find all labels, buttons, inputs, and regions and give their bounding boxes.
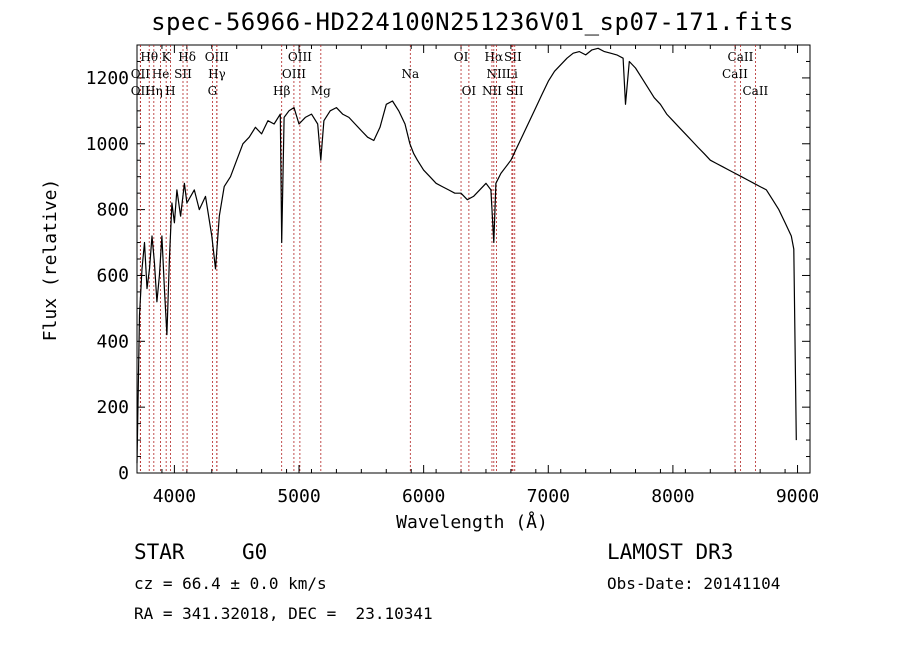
spectral-line-label: OI — [462, 84, 477, 98]
y-tick-label: 0 — [118, 463, 129, 484]
spectral-line-label: Hα — [485, 50, 504, 64]
spectral-line-label: CaII — [742, 84, 768, 98]
x-tick-label: 8000 — [651, 486, 694, 507]
spectral-line-label: Na — [401, 67, 419, 81]
series-group — [136, 47, 797, 464]
x-tick-label: 9000 — [776, 486, 819, 507]
spectral-line-label: H — [165, 84, 175, 98]
object-type: STAR — [134, 540, 185, 564]
spectral-line-label: NII — [486, 67, 506, 81]
x-tick-label: 6000 — [402, 486, 445, 507]
spectral-line-label: Hθ — [140, 50, 158, 64]
spectral-line-label: Li — [506, 67, 518, 81]
x-tick-label: 4000 — [153, 486, 196, 507]
spectral-line-label: Mg — [311, 84, 331, 98]
spectral-line-label: G — [208, 84, 218, 98]
chart-axes: 4000 5000 6000 7000 8000 9000 0 200 400 600 800 100… — [86, 44, 819, 507]
observation-date: Obs-Date: 20141104 — [607, 574, 781, 593]
spectral-line-label: K — [162, 50, 172, 64]
redshift-velocity: cz = 66.4 ± 0.0 km/s — [134, 574, 327, 593]
y-tick-label: 1200 — [86, 68, 129, 89]
y-tick-label: 600 — [96, 265, 129, 286]
y-axis-label: Flux (relative) — [40, 179, 61, 342]
spectral-line-label: OIII — [288, 50, 312, 64]
spectral-line-label: Hη — [145, 84, 163, 98]
spectrum-series-line — [136, 47, 797, 464]
spectral-line-label: He — [152, 67, 170, 81]
spectral-subclass: G0 — [242, 540, 268, 564]
y-tick-label: 800 — [96, 200, 129, 221]
spectral-line-label: Hδ — [178, 50, 196, 64]
spectral-line-label: SII — [506, 84, 524, 98]
page-title: spec-56966-HD224100N251236V01_sp07-171.f… — [151, 8, 794, 36]
spectral-line-label: OIII — [282, 67, 306, 81]
y-tick-label: 400 — [96, 331, 129, 352]
x-axis-label: Wavelength (Å) — [396, 511, 548, 533]
y-tick-label: 1000 — [86, 134, 129, 155]
spectral-line-label: Hγ — [208, 67, 226, 81]
survey-name: LAMOST DR3 — [607, 540, 734, 564]
spectral-line-label: CaII — [722, 67, 748, 81]
spectral-line-label: SII — [504, 50, 522, 64]
spectral-line-label: OI — [454, 50, 469, 64]
spectral-line-label: SII — [174, 67, 192, 81]
spectral-line-label: CaII — [728, 50, 754, 64]
spectral-line-label: OII — [131, 84, 151, 98]
plot-frame — [136, 44, 811, 474]
coordinates: RA = 341.32018, DEC = 23.10341 — [134, 604, 433, 623]
spectral-line-label: NII — [482, 84, 502, 98]
x-tick-label: 7000 — [527, 486, 570, 507]
y-tick-label: 200 — [96, 397, 129, 418]
spectral-line-label: Hβ — [273, 84, 290, 98]
x-tick-label: 5000 — [277, 486, 320, 507]
